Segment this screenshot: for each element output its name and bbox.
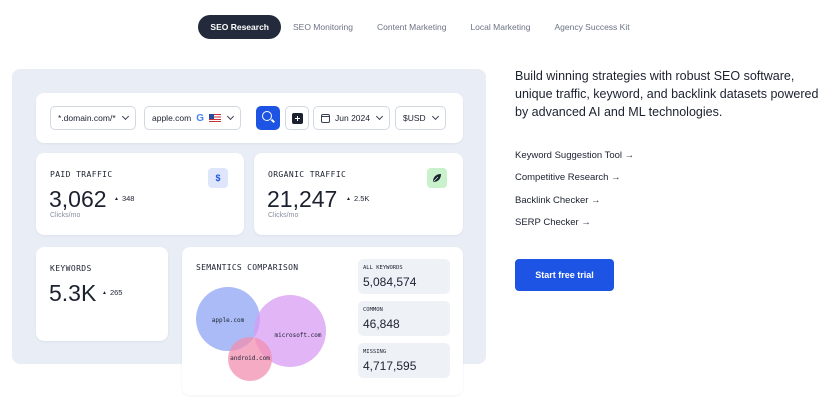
venn-label-android: android.com	[230, 355, 270, 362]
chevron-down-icon	[121, 112, 129, 121]
metric-label: PAID TRAFFIC	[50, 170, 113, 179]
stat-all-keywords: ALL KEYWORDS 5,084,574	[358, 259, 450, 294]
tab-seo-research[interactable]: SEO Research	[198, 15, 281, 39]
stat-label: COMMON	[363, 307, 383, 313]
chevron-down-icon	[226, 112, 235, 121]
organic-traffic-card: ORGANIC TRAFFIC 21,247 2.5K Clicks/mo	[254, 153, 463, 235]
google-icon: G	[196, 112, 204, 124]
tab-seo-monitoring[interactable]: SEO Monitoring	[293, 22, 353, 32]
link-serp-checker[interactable]: SERP Checker →	[515, 217, 591, 228]
venn-diagram: apple.com microsoft.com android.com	[196, 287, 326, 381]
venn-circle-apple	[196, 287, 260, 351]
venn-circle-android	[228, 337, 272, 381]
stat-common: COMMON 46,848	[358, 301, 450, 336]
add-button[interactable]	[285, 106, 309, 130]
date-select[interactable]: Jun 2024	[313, 106, 390, 130]
stat-value: 46,848	[363, 317, 400, 331]
metric-label: KEYWORDS	[50, 264, 92, 273]
link-keyword-suggestion-tool[interactable]: Keyword Suggestion Tool →	[515, 150, 635, 161]
chevron-down-icon	[431, 112, 439, 121]
stat-value: 4,717,595	[363, 359, 417, 373]
headline: Build winning strategies with robust SEO…	[515, 69, 819, 119]
start-free-trial-button[interactable]: Start free trial	[515, 259, 614, 291]
tab-content-marketing[interactable]: Content Marketing	[377, 22, 447, 32]
leaf-icon	[427, 168, 447, 188]
search-button[interactable]	[256, 106, 280, 130]
domain-value: apple.com	[152, 113, 192, 123]
metric-value: 3,062	[49, 186, 107, 212]
stat-label: ALL KEYWORDS	[363, 265, 403, 271]
semantics-title: SEMANTICS COMPARISON	[196, 263, 299, 272]
semantics-comparison-card: SEMANTICS COMPARISON apple.com microsoft…	[182, 247, 463, 395]
paid-traffic-card: PAID TRAFFIC 3,062 348 Clicks/mo $	[36, 153, 244, 235]
plus-icon	[292, 113, 303, 124]
tab-local-marketing[interactable]: Local Marketing	[470, 22, 531, 32]
currency-select[interactable]: $USD	[395, 106, 446, 130]
venn-label-apple: apple.com	[212, 317, 245, 324]
venn-label-microsoft: microsoft.com	[275, 332, 322, 339]
link-backlink-checker[interactable]: Backlink Checker →	[515, 195, 601, 206]
stat-missing: MISSING 4,717,595	[358, 343, 450, 378]
stat-value: 5,084,574	[363, 275, 417, 289]
chevron-down-icon	[375, 112, 384, 121]
metric-value: 21,247	[267, 186, 338, 212]
calendar-icon	[321, 113, 330, 123]
metric-delta: 265	[102, 288, 123, 297]
date-value: Jun 2024	[335, 113, 370, 123]
metric-delta: 348	[114, 194, 135, 203]
link-competitive-research[interactable]: Competitive Research →	[515, 172, 621, 183]
currency-value: $USD	[403, 113, 426, 123]
domain-scope-select[interactable]: *.domain.com/*	[50, 106, 136, 130]
us-flag-icon	[209, 114, 221, 122]
filter-bar: *.domain.com/* apple.com G Jun 2024 $USD	[36, 93, 463, 143]
metric-delta: 2.5K	[346, 194, 369, 203]
tab-agency-success-kit[interactable]: Agency Success Kit	[554, 22, 630, 32]
metric-value: 5.3K	[49, 280, 97, 306]
venn-circle-microsoft	[254, 295, 326, 367]
product-tabs: SEO Research SEO Monitoring Content Mark…	[0, 15, 840, 39]
metric-unit: Clicks/mo	[50, 212, 81, 219]
metric-label: ORGANIC TRAFFIC	[268, 170, 347, 179]
domain-input[interactable]: apple.com G	[144, 106, 241, 130]
keywords-card: KEYWORDS 5.3K 265	[36, 247, 168, 341]
metric-unit: Clicks/mo	[268, 212, 299, 219]
stat-label: MISSING	[363, 349, 387, 355]
domain-scope-value: *.domain.com/*	[58, 113, 116, 123]
dollar-icon: $	[208, 168, 228, 188]
